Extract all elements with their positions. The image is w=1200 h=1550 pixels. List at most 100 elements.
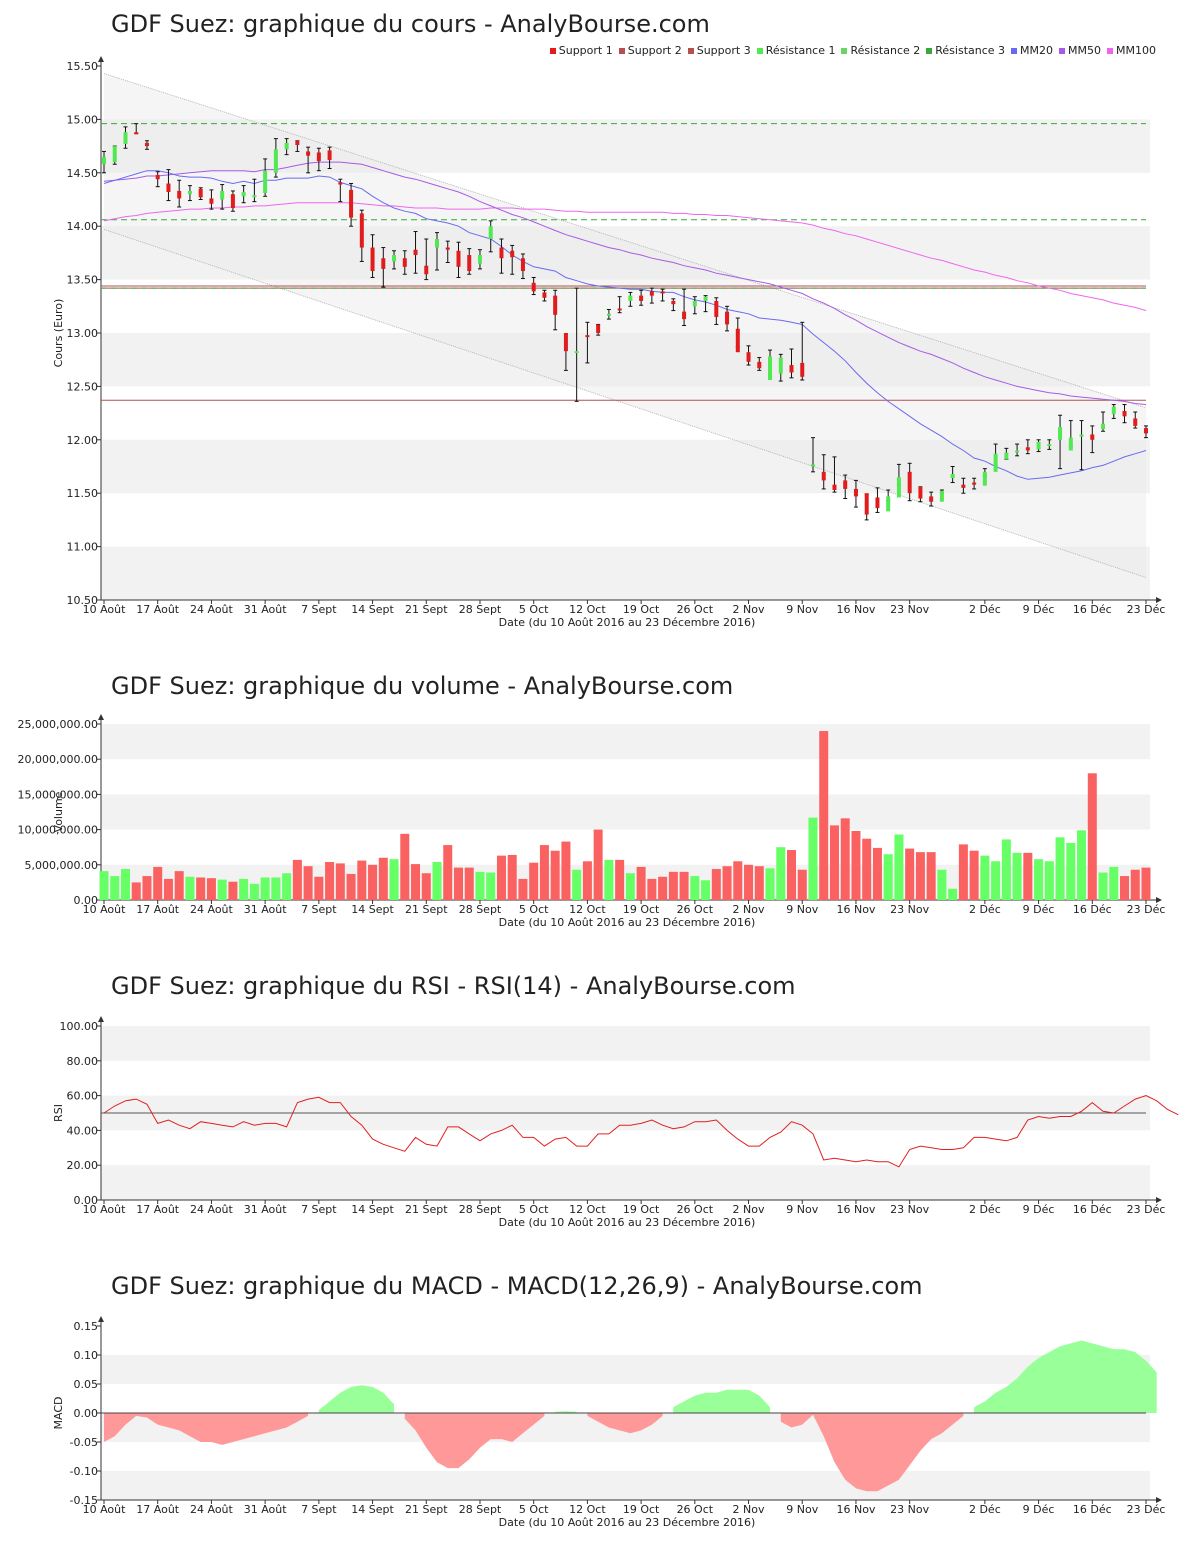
volume-bar — [174, 871, 184, 900]
candle-body — [542, 292, 547, 298]
x-tick-label: 28 Sept — [459, 603, 502, 616]
x-tick-label: 31 Août — [244, 1503, 288, 1516]
y-tick-label: 0.00 — [74, 1407, 99, 1420]
x-tick-label: 21 Sept — [405, 903, 448, 916]
grid-band — [101, 794, 1150, 830]
candle-body — [177, 190, 182, 199]
volume-bar — [185, 876, 195, 900]
candle-body — [596, 324, 601, 333]
x-tick-label: 16 Déc — [1073, 1203, 1112, 1216]
candle-body — [585, 335, 590, 338]
y-tick-label: 10,000,000.00 — [18, 824, 98, 837]
volume-bar — [593, 829, 603, 900]
volume-bar — [1012, 852, 1022, 900]
candle-body — [886, 496, 891, 512]
volume-bar — [722, 866, 732, 900]
price-chart-title: GDF Suez: graphique du cours - AnalyBour… — [111, 10, 710, 38]
x-tick-label: 10 Août — [83, 1503, 127, 1516]
y-tick-label: 0.05 — [74, 1378, 99, 1391]
candle-body — [703, 296, 708, 301]
candle-body — [692, 300, 697, 307]
y-tick-label: -0.15 — [70, 1494, 98, 1507]
volume-bar — [744, 864, 754, 900]
x-tick-label: 17 Août — [136, 1503, 180, 1516]
volume-bar — [346, 873, 356, 900]
x-axis-arrow — [1156, 1497, 1162, 1503]
legend-item: Résistance 2 — [841, 44, 920, 57]
candle-body — [649, 291, 654, 296]
volume-bar — [1044, 861, 1054, 900]
candle-body — [950, 473, 955, 479]
x-tick-label: 16 Déc — [1073, 1503, 1112, 1516]
volume-bar — [518, 878, 528, 900]
x-tick-label: 17 Août — [136, 903, 180, 916]
y-tick-label: -0.10 — [70, 1465, 98, 1478]
y-tick-label: 0.00 — [74, 894, 99, 907]
y-tick-label: 11.00 — [67, 541, 99, 554]
volume-bar — [604, 859, 614, 900]
volume-bar — [883, 854, 893, 900]
volume-bar — [539, 845, 549, 900]
x-tick-label: 2 Déc — [969, 903, 1001, 916]
candle-body — [821, 471, 826, 481]
legend-label: MM100 — [1116, 44, 1156, 57]
legend-swatch — [926, 47, 933, 54]
x-tick-label: 7 Sept — [301, 1203, 337, 1216]
candle-body — [349, 189, 354, 218]
candle-body — [134, 132, 139, 135]
x-tick-label: 23 Déc — [1127, 603, 1166, 616]
candle-body — [1079, 434, 1084, 437]
x-tick-label: 26 Oct — [677, 603, 714, 616]
y-tick-label: 15.50 — [67, 60, 99, 73]
legend-label: Support 2 — [627, 44, 682, 57]
y-tick-label: 0.10 — [74, 1349, 99, 1362]
volume-bar — [840, 818, 850, 900]
x-tick-label: 21 Sept — [405, 603, 448, 616]
volume-bar — [142, 876, 152, 900]
x-tick-label: 10 Août — [83, 603, 127, 616]
y-tick-label: 100.00 — [60, 1020, 99, 1033]
y-tick-label: 5,000,000.00 — [25, 859, 98, 872]
candle-body — [370, 247, 375, 272]
x-tick-label: 14 Sept — [351, 603, 394, 616]
candle-body — [725, 311, 730, 325]
volume-bar — [894, 834, 904, 900]
candle-body — [144, 142, 149, 147]
candle-body — [241, 192, 246, 197]
candle-body — [392, 255, 397, 262]
candle-body — [939, 491, 944, 502]
x-axis-title: Date (du 10 Août 2016 au 23 Décembre 201… — [499, 916, 756, 929]
trend-channel-upper — [103, 73, 1147, 409]
x-tick-label: 9 Nov — [786, 603, 818, 616]
volume-bar — [808, 817, 818, 900]
volume-bar — [411, 864, 421, 900]
x-tick-label: 14 Sept — [351, 1203, 394, 1216]
trend-channel-fill — [104, 73, 1146, 578]
candle-body — [606, 313, 611, 316]
x-tick-label: 9 Nov — [786, 1503, 818, 1516]
candle-body — [381, 258, 386, 269]
volume-bar — [389, 859, 399, 900]
x-tick-label: 26 Oct — [677, 903, 714, 916]
candle-body — [338, 182, 343, 185]
volume-bar — [787, 850, 797, 900]
legend-label: Résistance 3 — [935, 44, 1006, 57]
volume-bar — [615, 859, 625, 900]
candle-body — [757, 361, 762, 369]
y-tick-label: 10.50 — [67, 594, 99, 607]
volume-bar — [271, 877, 281, 900]
volume-bar — [475, 871, 485, 900]
volume-bar — [110, 876, 120, 900]
candle-body — [230, 194, 235, 209]
legend-swatch — [756, 47, 763, 54]
legend-label: MM50 — [1068, 44, 1102, 57]
volume-bar — [99, 871, 109, 900]
candle-body — [617, 308, 622, 311]
candle-body — [972, 482, 977, 485]
candle-body — [800, 362, 805, 377]
x-tick-label: 5 Oct — [519, 1503, 549, 1516]
grid-band — [101, 546, 1150, 600]
candle-body — [123, 132, 128, 144]
x-tick-label: 12 Oct — [569, 903, 606, 916]
y-tick-label: 40.00 — [67, 1124, 99, 1137]
